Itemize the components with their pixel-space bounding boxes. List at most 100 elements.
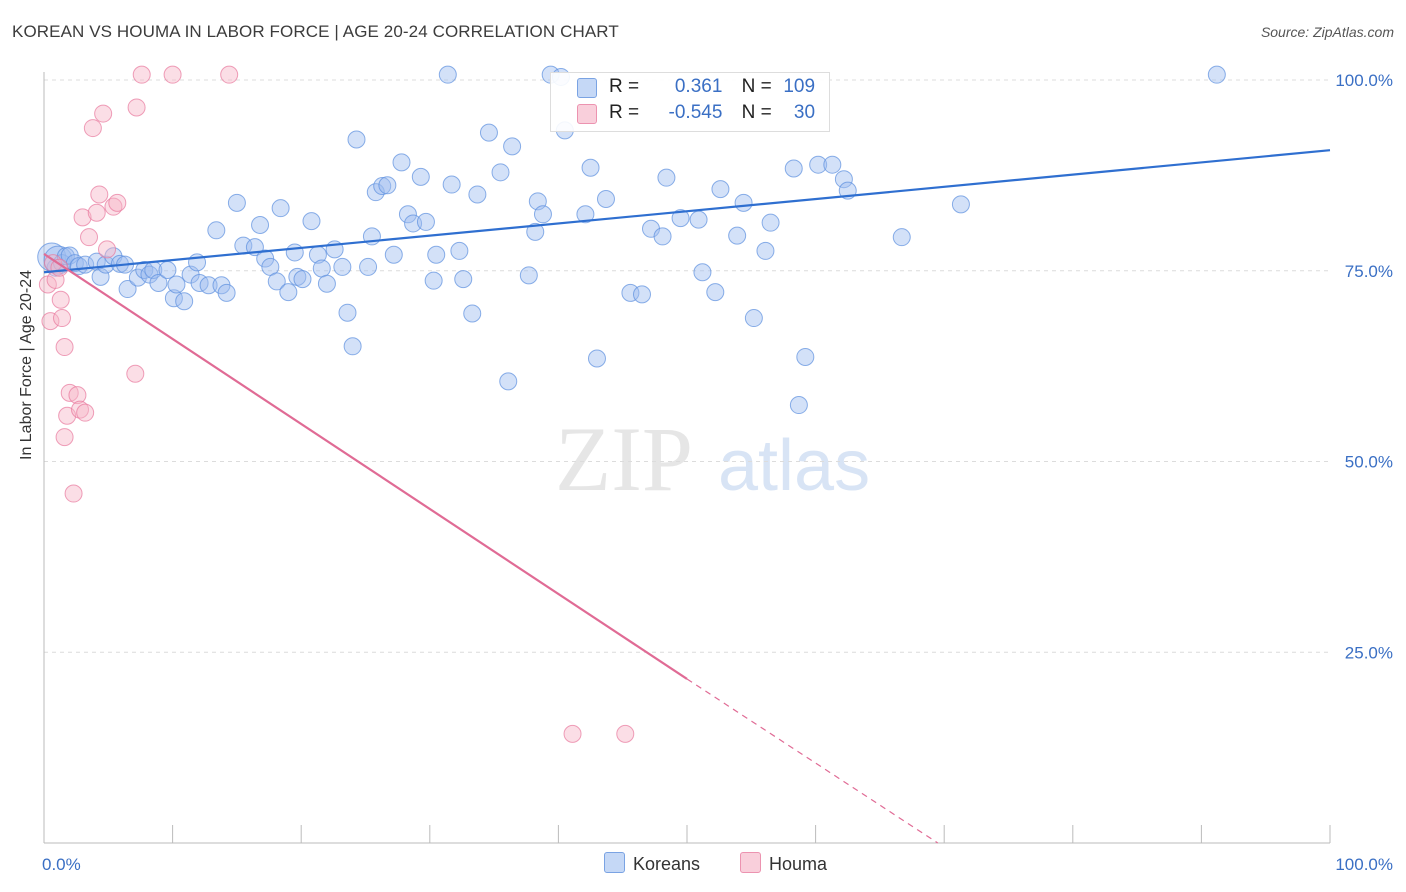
koreans-point	[744, 309, 763, 328]
koreans-point	[499, 372, 518, 391]
houma-point	[53, 309, 72, 328]
houma-trendline-extension	[686, 678, 939, 844]
koreans-point	[256, 249, 275, 268]
koreans-point	[392, 153, 411, 172]
koreans-point	[438, 65, 457, 84]
koreans-point	[338, 303, 357, 322]
koreans-point	[149, 273, 168, 292]
houma-point	[80, 228, 99, 247]
bottom-legend-houma: Houma	[740, 852, 827, 875]
koreans-point	[442, 175, 461, 194]
legend-n-label: N =	[741, 102, 772, 123]
legend-swatch-houma	[577, 104, 597, 124]
houma-point	[73, 208, 92, 227]
koreans-point	[398, 205, 417, 224]
koreans-trendline	[43, 149, 1331, 274]
houma-swatch	[740, 852, 761, 873]
koreans-point	[199, 276, 218, 295]
bottom-legend-koreans: Koreans	[604, 852, 700, 875]
koreans-point	[267, 272, 286, 291]
koreans-point	[227, 193, 246, 212]
koreans-label: Koreans	[633, 854, 701, 874]
houma-point	[51, 290, 70, 309]
houma-point	[126, 364, 145, 383]
watermark-atlas: atlas	[718, 426, 870, 506]
koreans-point	[761, 213, 780, 232]
koreans-point	[728, 226, 747, 245]
koreans-point	[519, 266, 538, 285]
y-tick-label: 25.0%	[1345, 643, 1393, 662]
y-tick-label: 100.0%	[1335, 71, 1393, 90]
koreans-point	[1207, 65, 1226, 84]
koreans-point	[293, 270, 312, 289]
koreans-point	[450, 241, 469, 260]
y-tick-label: 75.0%	[1345, 262, 1393, 281]
houma-point	[98, 240, 117, 259]
koreans-point	[951, 195, 970, 214]
houma-point	[83, 119, 102, 138]
koreans-point	[411, 167, 430, 186]
koreans-point	[784, 159, 803, 178]
koreans-point	[175, 292, 194, 311]
koreans-point	[343, 337, 362, 356]
koreans-point	[333, 257, 352, 276]
houma-point	[55, 338, 74, 357]
chart-title: KOREAN VS HOUMA IN LABOR FORCE | AGE 20-…	[12, 22, 619, 41]
koreans-point	[164, 289, 183, 308]
koreans-point	[251, 215, 270, 234]
koreans-point	[217, 283, 236, 302]
koreans-swatch	[604, 852, 625, 873]
koreans-point	[167, 275, 186, 294]
koreans-point	[706, 283, 725, 302]
houma-point	[94, 104, 113, 123]
koreans-point	[823, 155, 842, 174]
koreans-point	[463, 304, 482, 323]
houma-point	[163, 65, 182, 84]
koreans-point	[689, 210, 708, 229]
koreans-point	[302, 212, 321, 231]
koreans-point	[892, 228, 911, 247]
koreans-point	[359, 257, 378, 276]
houma-point	[71, 400, 90, 419]
koreans-point	[596, 190, 615, 209]
koreans-point	[128, 268, 147, 287]
koreans-point	[621, 283, 640, 302]
legend-r-label: R =	[609, 76, 640, 97]
koreans-point	[424, 271, 443, 290]
houma-point	[87, 203, 106, 222]
koreans-point	[796, 347, 815, 366]
koreans-point	[404, 214, 423, 233]
koreans-point	[279, 283, 298, 302]
houma-point	[68, 386, 87, 405]
koreans-point	[632, 285, 651, 304]
houma-point	[90, 185, 109, 204]
koreans-point	[317, 274, 336, 293]
koreans-point	[653, 227, 672, 246]
houma-point	[616, 724, 635, 743]
koreans-point	[479, 123, 498, 142]
legend-n-value: 30	[793, 102, 816, 123]
koreans-point	[576, 205, 595, 224]
koreans-point	[491, 163, 510, 182]
houma-point	[108, 193, 127, 212]
koreans-point	[789, 396, 808, 415]
x-tick-label: 0.0%	[42, 855, 81, 874]
legend-row-houma: R = -0.545 N = 30	[609, 102, 815, 124]
koreans-point	[271, 199, 290, 218]
koreans-point	[207, 221, 226, 240]
koreans-point	[756, 241, 775, 260]
legend-row-koreans: R = 0.361 N = 109	[609, 76, 815, 98]
koreans-point	[416, 212, 435, 231]
legend-r-label: R =	[609, 102, 640, 123]
koreans-point	[347, 130, 366, 149]
houma-point	[127, 98, 146, 117]
watermark-zip: ZIP	[555, 408, 693, 510]
koreans-point	[285, 243, 304, 262]
koreans-point	[657, 168, 676, 187]
koreans-point	[533, 205, 552, 224]
koreans-point	[734, 193, 753, 212]
houma-point	[563, 724, 582, 743]
legend-r-value: -0.545	[668, 102, 723, 123]
koreans-point	[373, 177, 392, 196]
